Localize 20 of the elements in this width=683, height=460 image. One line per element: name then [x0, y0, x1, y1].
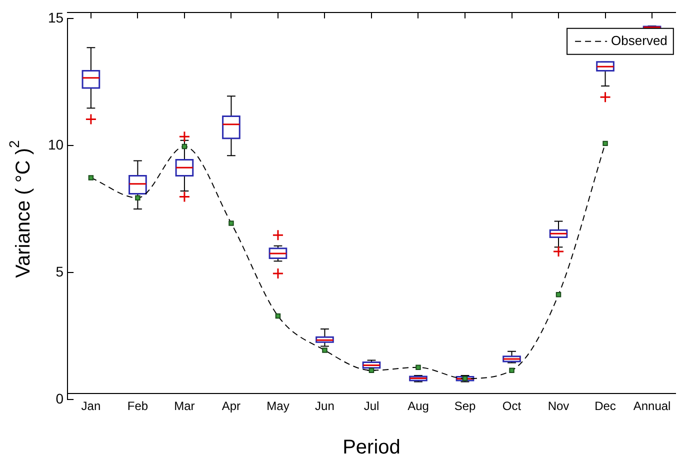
- x-tick-label: Annual: [633, 399, 671, 414]
- x-tick-label: Jan: [81, 399, 101, 414]
- x-tick-label: May: [266, 399, 290, 414]
- x-axis-title: Period: [342, 436, 400, 459]
- x-tick-label: Apr: [222, 399, 241, 414]
- x-tick-label: Feb: [127, 399, 148, 414]
- x-tick-label: Jul: [364, 399, 380, 414]
- x-tick-label: Nov: [548, 399, 570, 414]
- y-tick-label: 15: [48, 9, 64, 26]
- x-tick-label: Dec: [594, 399, 616, 414]
- y-tick-label: 10: [48, 136, 64, 152]
- x-tick-label: Mar: [174, 399, 195, 414]
- x-tick-label: Oct: [502, 399, 522, 414]
- legend-label: Observed: [611, 32, 668, 48]
- x-tick-label: Jun: [315, 399, 334, 414]
- y-axis-title: Variance ( °C )2: [6, 140, 35, 278]
- x-tick-label: Sep: [454, 399, 476, 414]
- x-tick-label: Aug: [408, 399, 429, 414]
- y-tick-label: 0: [56, 390, 64, 406]
- y-tick-label: 5: [56, 263, 64, 280]
